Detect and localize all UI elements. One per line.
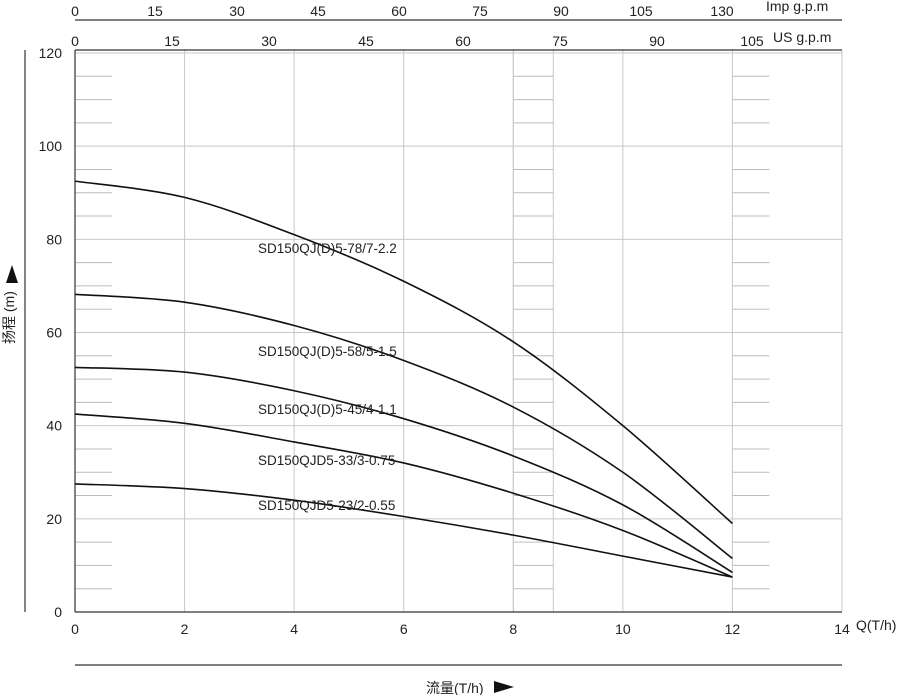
series-label-3: SD150QJ(D)5-45/4-1.1 bbox=[258, 402, 397, 417]
x-tick-label: 14 bbox=[834, 621, 850, 637]
x-tick-label: 2 bbox=[181, 621, 189, 637]
us-gpm-tick: 15 bbox=[164, 33, 180, 49]
series-label-1: SD150QJ(D)5-78/7-2.2 bbox=[258, 241, 397, 256]
y-tick-label: 100 bbox=[39, 138, 63, 154]
imp-gpm-label: Imp g.p.m bbox=[766, 0, 828, 14]
x-axis-title: 流量(T/h) bbox=[426, 680, 484, 695]
series-label-2: SD150QJ(D)5-58/5-1.5 bbox=[258, 344, 397, 359]
y-tick-labels: 0 20 40 60 80 100 120 bbox=[39, 45, 63, 620]
x-tick-labels: 0 2 4 6 8 10 12 14 bbox=[71, 621, 850, 637]
grid-lines bbox=[75, 49, 843, 613]
us-gpm-tick: 0 bbox=[71, 33, 79, 49]
series-curve-4 bbox=[74, 413, 733, 578]
y-tick-label: 120 bbox=[39, 45, 63, 61]
series-curve-2 bbox=[74, 293, 733, 560]
y-tick-label: 0 bbox=[54, 604, 62, 620]
imp-gpm-tick: 90 bbox=[553, 3, 569, 19]
us-gpm-tick: 90 bbox=[649, 33, 665, 49]
us-gpm-tick: 105 bbox=[740, 33, 764, 49]
imp-gpm-tick: 60 bbox=[391, 3, 407, 19]
series-curve-3 bbox=[74, 366, 733, 574]
imp-gpm-tick: 0 bbox=[71, 3, 79, 19]
axes bbox=[24, 19, 842, 666]
minor-ticks bbox=[75, 75, 770, 590]
y-axis-arrow-icon bbox=[6, 265, 18, 283]
x-tick-label: 12 bbox=[725, 621, 741, 637]
us-gpm-tick: 45 bbox=[358, 33, 374, 49]
x-tick-label: 10 bbox=[615, 621, 631, 637]
imp-gpm-tick: 75 bbox=[472, 3, 488, 19]
curves bbox=[74, 180, 733, 578]
series-curve-1 bbox=[74, 180, 733, 525]
x-tick-label: 4 bbox=[290, 621, 298, 637]
imp-gpm-tick-labels: 0 15 30 45 60 75 90 105 130 bbox=[71, 3, 734, 19]
us-gpm-tick: 30 bbox=[261, 33, 277, 49]
series-label-5: SD150QJD5-23/2-0.55 bbox=[258, 498, 395, 513]
x-axis-end-label: Q(T/h) bbox=[856, 617, 896, 633]
x-tick-label: 6 bbox=[400, 621, 408, 637]
us-gpm-tick-labels: 0 15 30 45 60 75 90 105 bbox=[71, 33, 764, 49]
y-tick-label: 20 bbox=[46, 511, 62, 527]
imp-gpm-tick: 30 bbox=[229, 3, 245, 19]
x-axis-arrow-icon bbox=[494, 681, 514, 693]
series-curve-5 bbox=[74, 483, 733, 578]
us-gpm-label: US g.p.m bbox=[773, 29, 831, 45]
series-label-4: SD150QJD5-33/3-0.75 bbox=[258, 453, 395, 468]
x-tick-label: 8 bbox=[509, 621, 517, 637]
y-axis-title: 扬程 (m) bbox=[1, 291, 17, 344]
x-tick-label: 0 bbox=[71, 621, 79, 637]
gap-band bbox=[512, 49, 554, 613]
y-tick-label: 40 bbox=[46, 418, 62, 434]
y-tick-label: 80 bbox=[46, 231, 62, 247]
us-gpm-tick: 60 bbox=[455, 33, 471, 49]
imp-gpm-tick: 130 bbox=[710, 3, 734, 19]
imp-gpm-tick: 45 bbox=[310, 3, 326, 19]
us-gpm-tick: 75 bbox=[552, 33, 568, 49]
imp-gpm-tick: 105 bbox=[629, 3, 653, 19]
series-labels: SD150QJ(D)5-78/7-2.2 SD150QJ(D)5-58/5-1.5… bbox=[258, 241, 397, 513]
imp-gpm-tick: 15 bbox=[147, 3, 163, 19]
y-tick-label: 60 bbox=[46, 325, 62, 341]
